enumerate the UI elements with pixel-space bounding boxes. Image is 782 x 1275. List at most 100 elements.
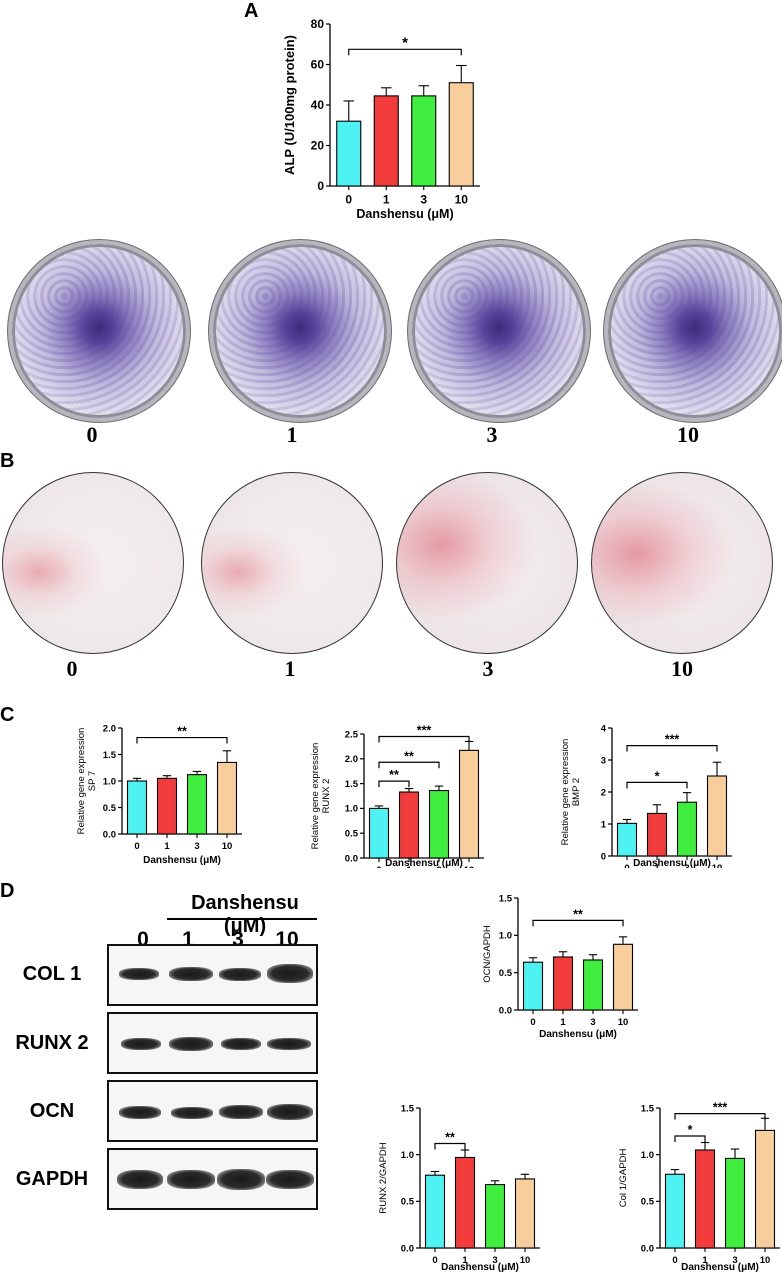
band <box>167 1170 215 1189</box>
significance-bracket <box>348 48 462 56</box>
lane-label-3: 3 <box>232 928 244 951</box>
band <box>117 1170 163 1189</box>
bar <box>398 791 420 859</box>
band <box>221 1038 261 1050</box>
band <box>266 1170 314 1189</box>
y-tick-label: 1.5 <box>345 779 359 790</box>
y-tick-label: 2.5 <box>345 729 359 740</box>
bar <box>484 1183 506 1249</box>
x-tick-label: 10 <box>520 1255 531 1266</box>
significance-label: * <box>402 34 408 51</box>
ars-dish-10 <box>591 472 773 654</box>
bar <box>448 82 474 187</box>
band <box>171 1107 213 1119</box>
ars-dish-label-10: 10 <box>671 656 693 681</box>
alp-dish-3 <box>408 240 590 422</box>
bar <box>126 780 148 835</box>
ars-dish-label-1: 1 <box>284 656 296 681</box>
x-axis-label: Danshensu (μM) <box>633 858 711 868</box>
significance-bracket <box>626 745 718 752</box>
alp-dish-label-0: 0 <box>86 422 98 447</box>
significance-bracket <box>378 780 410 788</box>
bar <box>216 761 238 835</box>
significance-bracket <box>674 1113 766 1120</box>
band <box>217 1169 265 1190</box>
x-tick-label: 3 <box>420 193 427 207</box>
blot-strip-gapdh <box>107 1148 318 1210</box>
lane-label-1: 1 <box>182 928 194 951</box>
alp-dish-0 <box>8 240 190 422</box>
ars-dish-0 <box>2 472 184 654</box>
x-tick-label: 1 <box>164 841 170 852</box>
y-tick-label: 1.5 <box>499 893 513 904</box>
panel-label-d: D <box>0 880 15 902</box>
blot-row-label-runx2: RUNX 2 <box>15 1032 89 1054</box>
bar <box>754 1129 776 1249</box>
significance-bracket <box>378 735 470 743</box>
significance-bracket <box>674 1135 706 1142</box>
blot-strip-ocn <box>107 1080 318 1142</box>
x-tick-label: 10 <box>618 1017 629 1028</box>
x-axis-label: Danshensu (μM) <box>385 858 463 868</box>
significance-bracket <box>136 736 228 744</box>
x-tick-label: 0 <box>376 865 381 868</box>
y-tick-label: 0 <box>317 179 324 193</box>
bar <box>428 789 450 859</box>
y-tick-label: 1.0 <box>641 1150 654 1161</box>
bar <box>676 801 698 857</box>
x-tick-label: 1 <box>702 1255 708 1266</box>
y-axis-label-line2: BMP 2 <box>571 778 582 806</box>
blot-row-label-gapdh: GAPDH <box>15 1168 89 1190</box>
runx2-wb-chart: 0.0 0.5 1.0 1.5 0 1 3 10 ** Danshensu (μM) RUNX 2/… <box>378 1103 540 1273</box>
band <box>219 968 261 981</box>
ars-dish-label-3: 3 <box>482 656 494 681</box>
bar <box>582 959 604 1011</box>
ars-dish-1 <box>201 472 383 654</box>
bar <box>646 812 668 857</box>
blot-row-label-ocn: OCN <box>29 1100 75 1122</box>
bar <box>664 1173 686 1249</box>
y-axis-label: Relative gene expression <box>76 728 87 835</box>
blot-strip-runx2 <box>107 1012 318 1074</box>
band <box>267 1104 313 1120</box>
significance-label: *** <box>713 1101 728 1115</box>
significance-label: *** <box>665 733 680 747</box>
y-tick-label: 1.5 <box>641 1103 655 1114</box>
alp-dish-label-3: 3 <box>486 422 498 447</box>
y-axis-label: Relative gene expression <box>310 743 321 850</box>
y-tick-label: 0.0 <box>499 1005 512 1016</box>
blot-header: Danshensu (μM) <box>191 892 299 937</box>
bar <box>514 1178 536 1249</box>
significance-bracket <box>626 781 688 789</box>
x-tick-label: 1 <box>560 1017 566 1028</box>
x-tick-label: 3 <box>590 1017 595 1028</box>
significance-label: ** <box>445 1130 455 1144</box>
band <box>169 1037 213 1051</box>
y-tick-label: 0.5 <box>401 1197 415 1208</box>
x-tick-label: 0 <box>134 841 139 852</box>
y-tick-label: 0.5 <box>103 803 117 814</box>
y-tick-label: 1.0 <box>345 804 358 815</box>
significance-label: ** <box>573 907 583 921</box>
x-tick-label: 0 <box>624 863 629 868</box>
bar <box>186 774 208 835</box>
y-tick-label: 0.0 <box>401 1243 414 1254</box>
lane-label-0: 0 <box>137 928 149 951</box>
bar <box>724 1157 746 1249</box>
band <box>119 1106 161 1119</box>
y-tick-label: 1.0 <box>401 1150 414 1161</box>
x-tick-label: 0 <box>672 1255 677 1266</box>
x-axis-label: Danshensu (μM) <box>441 1262 519 1273</box>
significance-bracket <box>434 1142 466 1150</box>
bar <box>706 775 728 857</box>
y-tick-label: 3 <box>601 755 606 766</box>
significance-label: ** <box>389 768 399 782</box>
y-axis-label: ALP (U/100mg protein) <box>282 35 297 175</box>
bar <box>612 943 634 1011</box>
bar <box>424 1174 446 1249</box>
x-tick-label: 10 <box>760 1255 771 1266</box>
y-tick-label: 2.0 <box>103 723 116 734</box>
y-tick-label: 0.0 <box>103 829 116 840</box>
band <box>119 968 159 980</box>
y-axis-label-line2: SP 7 <box>87 771 98 791</box>
